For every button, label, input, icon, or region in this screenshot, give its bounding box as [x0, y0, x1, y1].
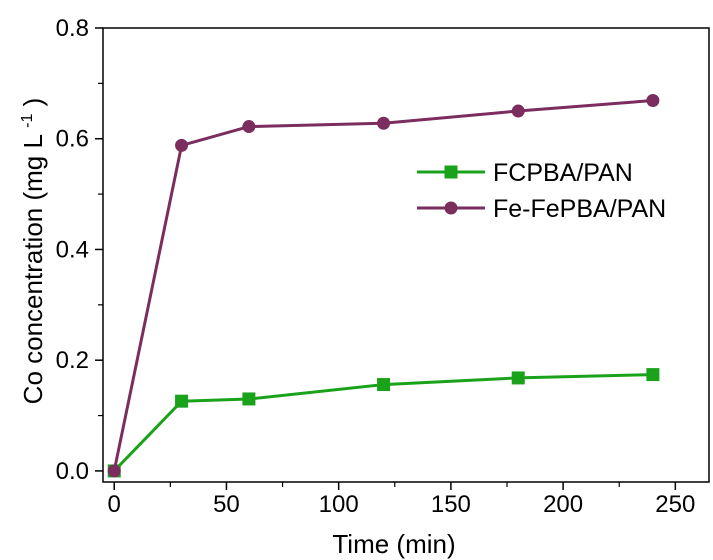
data-point [512, 105, 525, 118]
data-point [377, 117, 390, 130]
series-1 [108, 94, 660, 477]
y-axis-title-main: Co concentration (mg L [18, 135, 48, 405]
y-axis-title: Co concentration (mg L -1 ) [8, 98, 48, 405]
data-point [175, 139, 188, 152]
plot-area [103, 28, 709, 482]
x-tick-label: 0 [108, 491, 121, 518]
data-point [646, 368, 659, 381]
data-point [242, 120, 255, 133]
series-layer [108, 94, 660, 477]
y-axis: 0.0 0.2 0.4 0.6 0.8 [56, 15, 103, 485]
y-tick-label: 0.8 [56, 15, 89, 42]
y-tick-label: 0.0 [56, 458, 89, 485]
legend-swatch-marker [445, 166, 458, 179]
x-axis: 0 50 100 150 200 250 [108, 482, 696, 518]
y-axis-title-close: ) [18, 98, 48, 107]
legend-label: FCPBA/PAN [493, 159, 633, 187]
x-axis-title: Time (min) [332, 529, 455, 559]
data-point [175, 395, 188, 408]
legend-entry: Fe-FePBA/PAN [417, 195, 666, 223]
y-tick-label: 0.4 [56, 236, 89, 263]
data-point [646, 94, 659, 107]
x-tick-label: 100 [319, 491, 359, 518]
x-tick-label: 50 [213, 491, 240, 518]
y-axis-title-superscript: -1 [19, 113, 36, 127]
legend: FCPBA/PAN Fe-FePBA/PAN [417, 159, 666, 223]
y-tick-label: 0.6 [56, 126, 89, 153]
legend-swatch-marker [445, 202, 458, 215]
plot-frame [103, 28, 709, 482]
legend-label: Fe-FePBA/PAN [493, 195, 666, 223]
data-point [242, 392, 255, 405]
x-tick-label: 250 [655, 491, 695, 518]
data-point [377, 378, 390, 391]
data-point [512, 371, 525, 384]
x-tick-label: 150 [431, 491, 471, 518]
data-point [108, 464, 121, 477]
series-0 [108, 368, 660, 477]
series-line [114, 101, 653, 471]
legend-entry: FCPBA/PAN [417, 159, 633, 187]
x-tick-label: 200 [543, 491, 583, 518]
y-tick-label: 0.2 [56, 347, 89, 374]
